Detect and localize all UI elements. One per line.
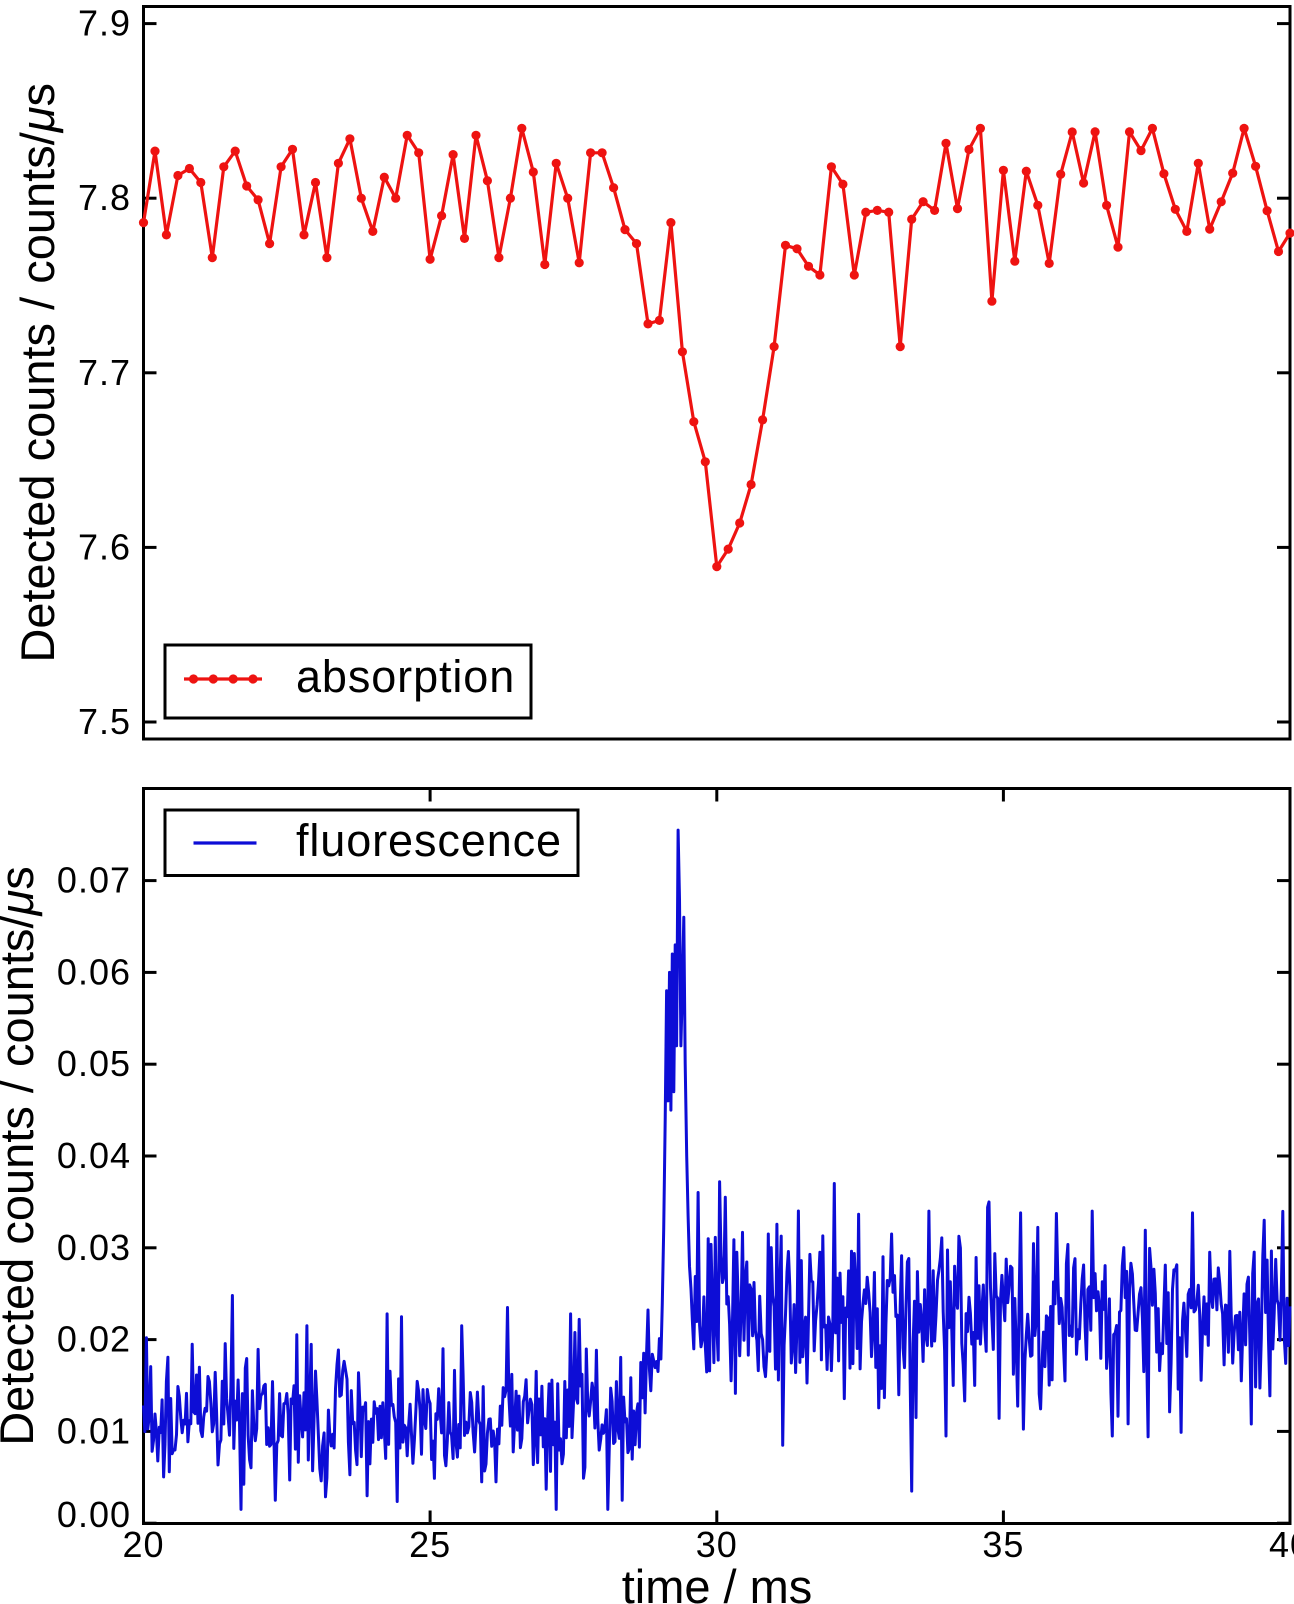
svg-text:0.00: 0.00 xyxy=(57,1494,131,1535)
svg-text:7.9: 7.9 xyxy=(78,3,131,44)
svg-text:absorption: absorption xyxy=(296,651,515,702)
svg-text:0.02: 0.02 xyxy=(57,1319,131,1360)
svg-text:20: 20 xyxy=(122,1524,164,1565)
svg-text:0.04: 0.04 xyxy=(57,1135,131,1176)
svg-text:7.8: 7.8 xyxy=(78,177,131,218)
svg-text:Detected counts / counts/μs: Detected counts / counts/μs xyxy=(11,83,64,663)
svg-text:30: 30 xyxy=(696,1524,738,1565)
svg-text:7.6: 7.6 xyxy=(78,526,131,567)
svg-text:fluorescence: fluorescence xyxy=(296,815,562,866)
svg-text:Detected counts / counts/μs: Detected counts / counts/μs xyxy=(0,866,43,1446)
svg-text:0.03: 0.03 xyxy=(57,1227,131,1268)
svg-text:7.7: 7.7 xyxy=(78,352,131,393)
svg-text:0.05: 0.05 xyxy=(57,1043,131,1084)
svg-text:0.07: 0.07 xyxy=(57,860,131,901)
svg-text:40: 40 xyxy=(1269,1524,1294,1565)
svg-text:0.01: 0.01 xyxy=(57,1410,131,1451)
svg-text:0.06: 0.06 xyxy=(57,951,131,992)
svg-text:25: 25 xyxy=(409,1524,451,1565)
svg-text:35: 35 xyxy=(982,1524,1024,1565)
svg-text:7.5: 7.5 xyxy=(78,701,131,742)
svg-text:time / ms: time / ms xyxy=(622,1560,813,1604)
